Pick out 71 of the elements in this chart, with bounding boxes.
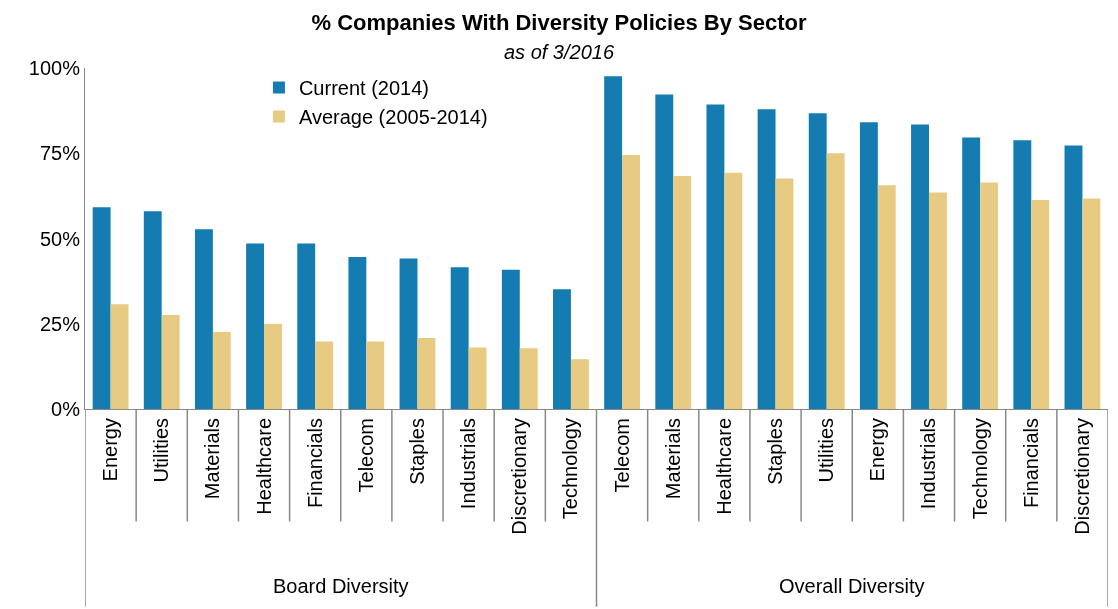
bar	[1013, 140, 1032, 409]
bar	[604, 76, 623, 409]
bar	[450, 267, 469, 409]
text: Board Diversity	[273, 575, 409, 597]
y-tick-label: 100%	[28, 57, 81, 79]
bar	[399, 258, 418, 409]
bar	[826, 153, 845, 409]
bar	[110, 304, 129, 409]
bar	[143, 211, 162, 409]
x-tick-label: Healthcare	[252, 418, 275, 515]
bar	[92, 207, 111, 409]
bar	[519, 348, 538, 409]
bar	[501, 269, 520, 409]
y-tick-label: 0%	[51, 398, 81, 420]
x-tick-label: Staples	[405, 418, 428, 485]
bar	[264, 323, 282, 409]
bar	[348, 256, 367, 409]
y-tick-label: 75%	[39, 142, 81, 165]
x-tick-label: Staples	[764, 418, 787, 485]
bar	[706, 104, 725, 409]
bar	[962, 137, 981, 409]
x-tick-label: Financials	[1019, 418, 1042, 509]
bar	[212, 331, 231, 409]
y-tick-label: 25%	[39, 312, 81, 335]
chart-subtitle: as of 3/2016	[503, 41, 615, 64]
x-tick-label: Utilities	[150, 418, 173, 483]
bar	[622, 154, 640, 409]
x-tick-label: Discretionary	[1070, 418, 1093, 535]
bar	[366, 341, 385, 409]
bar	[161, 314, 180, 409]
bar	[570, 359, 589, 409]
x-tick-label: Industrials	[457, 418, 480, 510]
bar	[468, 347, 487, 409]
bar	[1064, 145, 1083, 409]
x-tick-label: Healthcare	[712, 418, 735, 515]
bar	[297, 243, 316, 409]
bar	[417, 338, 436, 409]
legend-label: Average (2005-2014)	[298, 106, 488, 129]
bar	[1031, 199, 1050, 409]
bar	[928, 192, 947, 409]
bar	[859, 122, 878, 409]
x-tick-label: Energy	[99, 418, 122, 482]
x-tick-label: Energy	[866, 418, 889, 482]
chart-title: % Companies With Diversity Policies By Sector	[311, 10, 807, 36]
bar	[911, 124, 929, 409]
bar	[757, 109, 776, 409]
bar	[1082, 198, 1101, 409]
x-tick-label: Materials	[661, 418, 684, 500]
x-tick-label: Discretionary	[508, 418, 531, 535]
y-tick-label: 50%	[39, 227, 81, 250]
x-tick-label: Utilities	[815, 418, 838, 483]
x-tick-label: Technology	[968, 418, 991, 520]
bar	[775, 178, 794, 409]
x-tick-label: Telecom	[354, 418, 377, 493]
x-tick-label: Materials	[201, 418, 224, 500]
bar	[315, 341, 334, 409]
x-tick-label: Technology	[559, 418, 582, 520]
bar	[246, 243, 265, 409]
x-tick-label: Telecom	[610, 418, 633, 493]
bar	[553, 289, 571, 409]
bar	[673, 176, 692, 409]
bar	[877, 185, 896, 409]
text: Overall Diversity	[779, 575, 925, 597]
bar	[194, 229, 213, 409]
x-tick-label: Financials	[303, 418, 326, 509]
bar	[980, 182, 999, 409]
x-tick-label: Industrials	[917, 418, 940, 510]
bar	[724, 172, 743, 409]
bar	[808, 113, 827, 409]
legend-label: Current (2014)	[298, 77, 429, 100]
bar	[655, 94, 674, 409]
